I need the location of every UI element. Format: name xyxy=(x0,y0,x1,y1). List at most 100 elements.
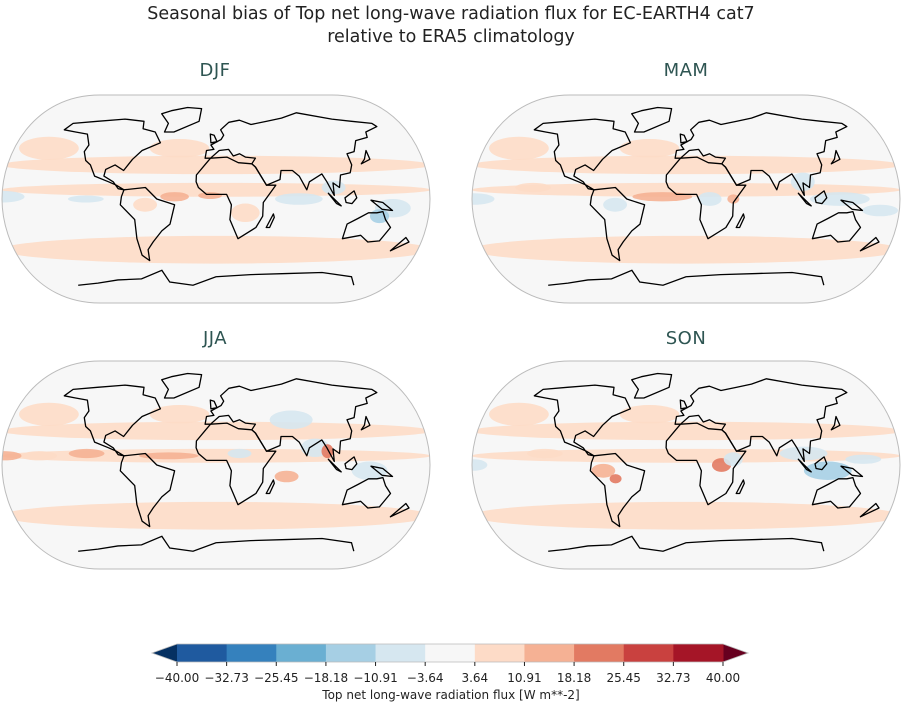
bias-patch xyxy=(2,235,430,264)
map-mam xyxy=(471,94,901,304)
map-boundary xyxy=(471,94,901,304)
bias-field xyxy=(472,95,900,303)
bias-patch xyxy=(227,448,252,459)
bias-patch xyxy=(21,451,58,461)
colorbar-under-arrow xyxy=(152,644,177,662)
bias-patch xyxy=(619,405,680,424)
figure-title-line1: Seasonal bias of Top net long-wave radia… xyxy=(147,4,755,24)
bias-patch xyxy=(274,470,299,483)
bias-patch xyxy=(274,193,323,205)
coastline-madagascar xyxy=(735,213,745,229)
coastline-borneo xyxy=(344,190,358,205)
panel-title-son: SON xyxy=(665,328,707,349)
coastline-borneo xyxy=(814,190,828,205)
coastline-south-america xyxy=(589,186,646,262)
bias-patch xyxy=(138,452,199,460)
coastline-japan xyxy=(360,149,371,165)
coastline-south-america xyxy=(119,186,176,262)
coastline-antarctica xyxy=(78,269,355,286)
bias-patch xyxy=(269,410,313,430)
colorbar-tick-label: −32.73 xyxy=(204,671,249,685)
bias-patch xyxy=(67,195,104,203)
bias-patch xyxy=(2,501,430,530)
coastline-uk xyxy=(679,133,688,144)
coastline-north-america xyxy=(533,118,632,191)
panel-title-jja: JJA xyxy=(202,328,228,349)
colorbar-segment xyxy=(226,644,277,662)
coastline-antarctica xyxy=(78,535,355,552)
bias-patch xyxy=(149,139,210,158)
coastline-sumatra xyxy=(797,458,812,473)
coastline-eurasia xyxy=(204,378,378,463)
map-boundary xyxy=(1,94,431,304)
bias-patch xyxy=(149,405,210,424)
bias-patch xyxy=(609,474,622,484)
coastline-borneo xyxy=(344,456,358,471)
colorbar-segment xyxy=(375,644,426,662)
coastline-japan xyxy=(360,415,371,431)
colorbar-tick-label: −10.91 xyxy=(353,671,398,685)
coastline-greenland xyxy=(161,372,203,399)
bias-patch xyxy=(472,501,900,530)
colorbar-segment xyxy=(474,644,525,662)
colorbar-tick-label: 3.64 xyxy=(461,671,489,685)
coastline-new-zealand xyxy=(859,502,880,518)
coastline-eurasia xyxy=(204,112,378,197)
bias-patch xyxy=(619,139,680,158)
colorbar-tick-label: 32.73 xyxy=(656,671,691,685)
panel-title-mam: MAM xyxy=(663,60,709,81)
coastline-new-zealand xyxy=(389,502,410,518)
colorbar-segment xyxy=(524,644,575,662)
bias-patch xyxy=(515,182,551,193)
colorbar-segment xyxy=(276,644,327,662)
coastline-south-america xyxy=(119,452,176,528)
coastline-new-zealand xyxy=(859,236,880,252)
colorbar-segment xyxy=(574,644,625,662)
coastline-australia xyxy=(341,210,392,243)
coastline-eurasia xyxy=(674,112,848,197)
colorbar-tick-label: −18.18 xyxy=(303,671,349,685)
coastline-uk xyxy=(209,133,218,144)
colorbar-tick-label: 18.18 xyxy=(556,671,592,685)
bias-patch xyxy=(231,203,260,223)
coastline-antarctica xyxy=(548,269,825,286)
coastline-greenland xyxy=(161,106,203,133)
bias-patch xyxy=(68,448,105,459)
map-boundary xyxy=(1,360,431,570)
bias-patch xyxy=(472,193,495,205)
bias-patch xyxy=(133,197,158,212)
panel-title-djf: DJF xyxy=(199,60,231,81)
bias-patch xyxy=(845,454,882,464)
colorbar-tick-label: −3.64 xyxy=(406,671,444,685)
coastline-uk xyxy=(679,399,688,410)
bias-patch xyxy=(472,155,900,175)
coastline-sumatra xyxy=(327,458,342,473)
bias-patch xyxy=(2,421,430,441)
coastline-sumatra xyxy=(327,192,342,207)
coastline-new-guinea xyxy=(840,465,864,478)
bias-field xyxy=(2,361,430,569)
bias-patch xyxy=(591,463,616,478)
colorbar-segment xyxy=(325,644,377,662)
coastline-eurasia xyxy=(674,378,848,463)
coastline-australia xyxy=(811,210,862,243)
coastline-madagascar xyxy=(735,479,745,495)
bias-patch xyxy=(489,402,549,426)
colorbar-label: Top net long-wave radiation flux [W m**-… xyxy=(322,688,580,702)
coastline-greenland xyxy=(631,372,673,399)
coastline-new-zealand xyxy=(389,236,410,252)
bias-field xyxy=(2,95,430,303)
bias-patch xyxy=(19,136,79,160)
bias-field xyxy=(472,361,900,569)
colorbar-segment xyxy=(425,644,476,662)
colorbar-over-arrow xyxy=(723,644,748,662)
bias-patch xyxy=(472,235,900,264)
bias-patch xyxy=(809,192,870,206)
bias-patch xyxy=(862,204,899,217)
coastline-north-america xyxy=(533,384,632,457)
bias-patch xyxy=(2,190,25,203)
coastline-uk xyxy=(209,399,218,410)
coastline-north-america xyxy=(63,384,162,457)
coastline-new-guinea xyxy=(370,199,394,212)
colorbar-tick-label: −25.45 xyxy=(254,671,299,685)
